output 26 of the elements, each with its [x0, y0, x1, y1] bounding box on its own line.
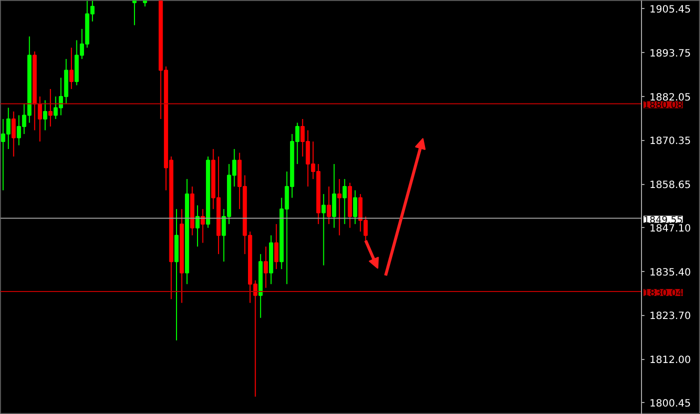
y-tick-label: 1893.75: [650, 48, 691, 60]
candlestick: [332, 164, 336, 228]
candlestick: [12, 110, 16, 158]
candlestick: [342, 178, 347, 225]
candlestick: [69, 47, 74, 90]
y-tick-label: 1823.70: [650, 311, 691, 322]
candlestick: [326, 186, 331, 225]
y-tick-label: 1847.10: [650, 223, 691, 234]
candlestick: [337, 178, 342, 236]
ref-line-label: 1830.04: [644, 288, 683, 299]
candlestick: [48, 88, 52, 128]
candlestick: [200, 208, 205, 244]
candlestick: [353, 190, 358, 225]
candlestick: [274, 224, 278, 270]
y-tick-label: 1800.45: [650, 398, 691, 410]
y-tick-label: 1858.65: [650, 180, 691, 192]
y-tick-label: 1905.45: [650, 4, 691, 16]
candlestick: [195, 204, 200, 248]
ref-line-label: 1880.08: [644, 100, 683, 112]
y-tick-label: 1812.00: [650, 355, 691, 366]
y-tick-label: 1870.35: [650, 136, 691, 148]
candlestick: [43, 100, 48, 131]
candlestick: [264, 246, 268, 288]
candlestick: [322, 194, 326, 266]
y-tick-label: 1835.40: [650, 267, 691, 278]
candlestick: [132, 0, 137, 26]
